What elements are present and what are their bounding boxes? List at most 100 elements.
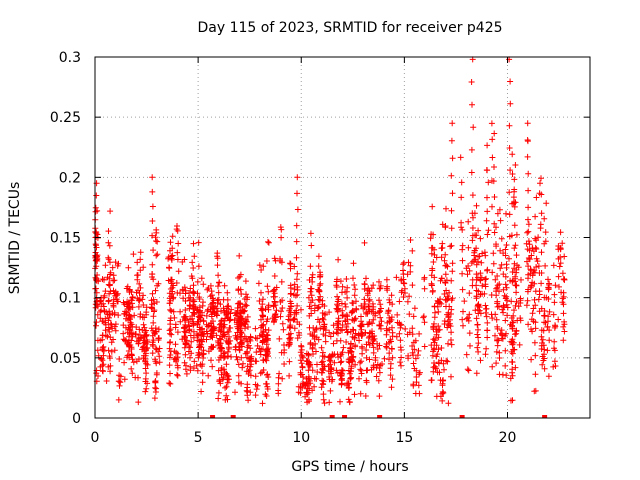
data-point (128, 365, 135, 372)
data-point (209, 326, 216, 333)
data-point (137, 311, 144, 318)
data-point (326, 399, 333, 406)
data-point (307, 299, 314, 306)
data-point (120, 330, 127, 337)
data-point (235, 275, 242, 281)
data-point (181, 284, 188, 291)
data-point (539, 361, 546, 368)
data-point (396, 330, 403, 337)
data-point (506, 145, 513, 151)
data-point (244, 392, 251, 399)
data-point (326, 329, 333, 336)
data-point (376, 322, 383, 328)
data-point (465, 314, 471, 321)
data-point (188, 338, 195, 345)
data-point (223, 308, 230, 315)
data-point (143, 385, 150, 392)
data-point (306, 312, 313, 319)
data-point (94, 311, 101, 318)
data-point (294, 270, 301, 277)
data-point (489, 315, 496, 322)
data-point (107, 362, 114, 369)
data-point (376, 342, 383, 349)
data-point (271, 298, 278, 305)
data-point (190, 265, 197, 271)
y-tick-label: 0.25 (50, 110, 81, 126)
data-point (474, 331, 481, 338)
data-point (339, 327, 346, 334)
data-point (316, 274, 323, 280)
data-point (472, 307, 479, 314)
data-point (275, 387, 282, 394)
data-point (405, 352, 412, 359)
data-point (319, 301, 326, 308)
data-point (446, 303, 453, 310)
data-point (254, 342, 261, 349)
data-point (494, 210, 501, 217)
data-point (275, 380, 282, 387)
data-point (448, 225, 455, 232)
data-point (538, 305, 545, 312)
data-point (448, 277, 455, 284)
data-point (412, 337, 419, 344)
data-point (256, 332, 263, 339)
data-point (531, 339, 538, 346)
data-point (389, 301, 396, 308)
data-point (432, 337, 438, 344)
data-point (152, 345, 159, 352)
data-point (479, 282, 486, 289)
data-point (388, 292, 395, 299)
data-point (557, 260, 564, 267)
data-point (444, 358, 451, 365)
data-point (199, 370, 206, 377)
data-point (339, 283, 346, 290)
data-point (245, 397, 252, 404)
data-point (182, 290, 189, 297)
data-point (466, 311, 473, 318)
data-point (407, 262, 414, 269)
data-point (388, 345, 395, 352)
data-point (187, 344, 194, 351)
data-point (322, 310, 329, 317)
data-point (484, 334, 491, 341)
data-point (298, 342, 305, 349)
data-point (265, 288, 272, 295)
data-point (243, 387, 250, 394)
data-point (297, 390, 304, 396)
data-point (224, 396, 231, 403)
data-point (331, 359, 338, 366)
data-point (385, 307, 392, 314)
data-point (377, 308, 383, 315)
data-point (135, 399, 142, 406)
data-point (322, 338, 329, 345)
data-point (484, 319, 491, 326)
data-point (314, 305, 321, 312)
y-tick-label: 0.2 (59, 170, 81, 186)
data-point (556, 283, 562, 290)
data-point (264, 371, 271, 378)
data-point (492, 276, 499, 283)
data-point (370, 282, 377, 289)
data-point (357, 322, 364, 329)
data-point (442, 251, 449, 258)
data-point (402, 325, 409, 332)
data-point (494, 342, 501, 349)
data-point (238, 315, 245, 322)
data-point (223, 383, 230, 390)
y-tick-label: 0.05 (50, 351, 81, 367)
y-tick-label: 0.3 (59, 50, 81, 66)
data-point (215, 357, 222, 363)
data-point (286, 305, 293, 312)
data-point (513, 252, 520, 259)
baseline-markers (210, 415, 548, 418)
data-point (120, 322, 127, 329)
data-point (259, 400, 266, 407)
data-point (443, 205, 449, 212)
data-point (149, 188, 156, 195)
data-point (358, 318, 365, 325)
data-point (148, 325, 155, 332)
data-point (370, 362, 377, 369)
data-point (278, 349, 285, 356)
data-point (376, 369, 383, 376)
data-point (199, 379, 206, 386)
